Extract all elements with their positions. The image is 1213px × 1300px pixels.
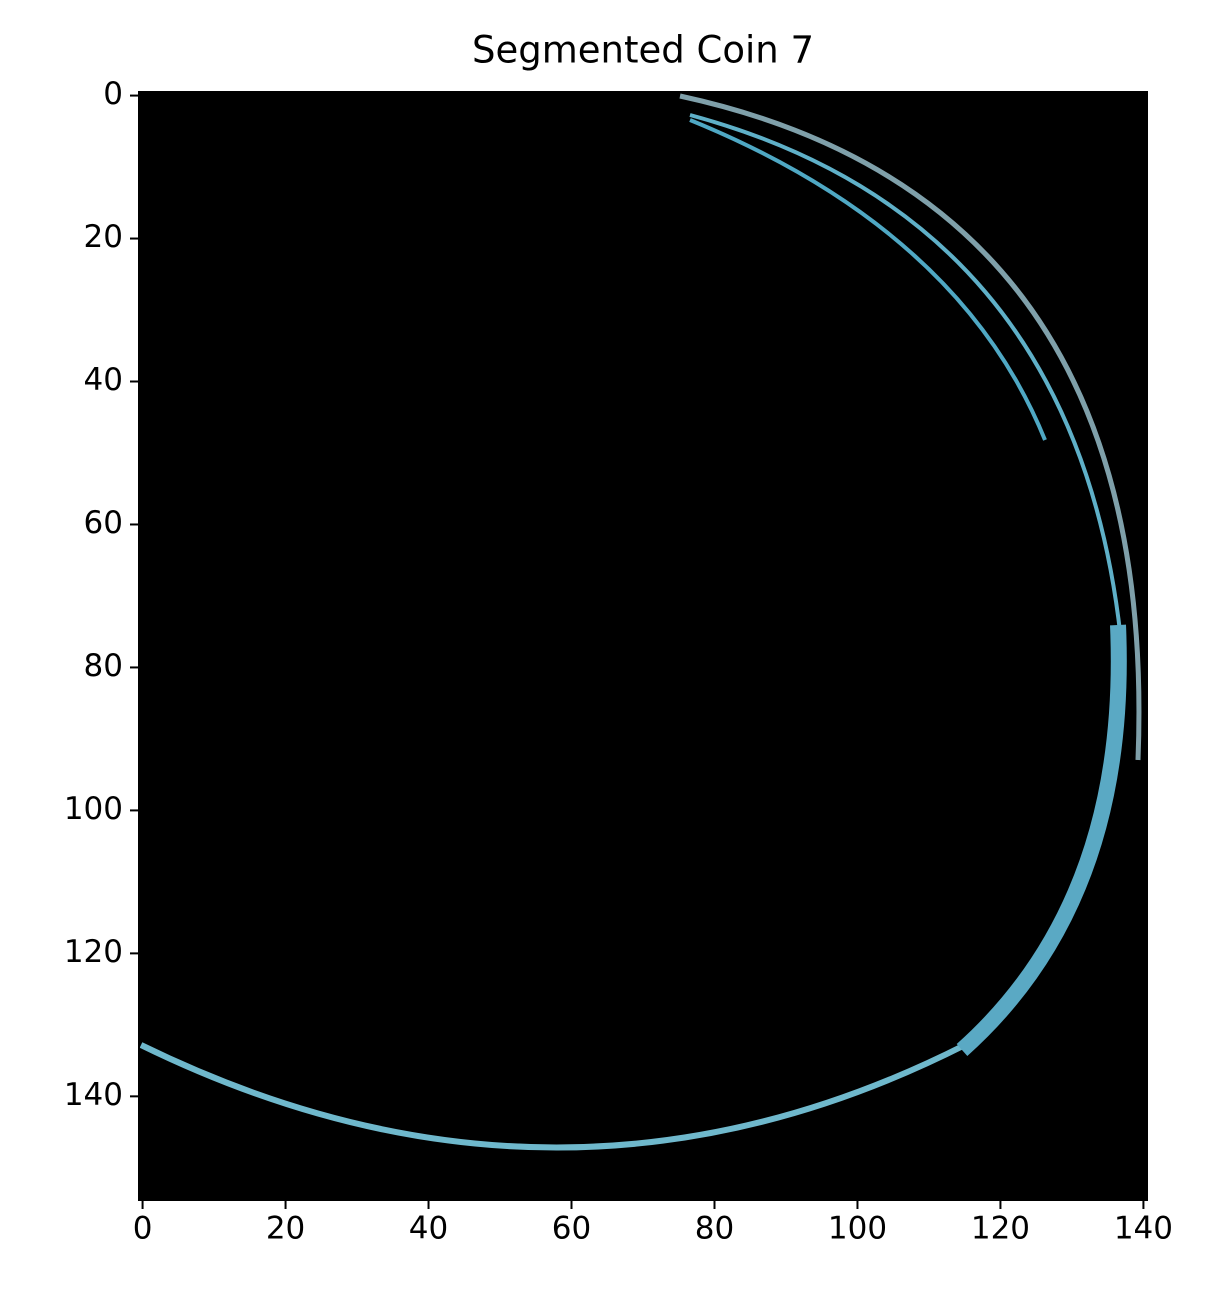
y-tick-label: 60 <box>84 505 123 541</box>
x-tick-label: 0 <box>133 1211 153 1247</box>
x-tick-label: 20 <box>266 1211 305 1247</box>
axes-frame <box>138 91 1148 1201</box>
image-area <box>139 92 1147 1200</box>
y-tick-label: 0 <box>103 76 123 112</box>
x-tick-label: 40 <box>409 1211 448 1247</box>
coin-edges <box>139 93 1142 1151</box>
x-tick-label: 60 <box>552 1211 591 1247</box>
y-tick-label: 120 <box>64 934 123 970</box>
edge-arc <box>689 113 1124 651</box>
edge-arc <box>139 1042 967 1151</box>
x-tick-label: 100 <box>828 1211 887 1247</box>
edge-arc <box>689 118 1047 441</box>
y-tick-label: 140 <box>64 1077 123 1113</box>
x-tick-label: 120 <box>971 1211 1030 1247</box>
x-tick-label: 80 <box>695 1211 734 1247</box>
chart-title: Segmented Coin 7 <box>472 29 814 72</box>
edge-arc <box>956 624 1127 1056</box>
y-tick-label: 40 <box>84 362 123 398</box>
y-tick-label: 80 <box>84 648 123 684</box>
y-tick-label: 100 <box>64 791 123 827</box>
y-tick-label: 20 <box>84 219 123 255</box>
x-tick-label: 140 <box>1114 1211 1173 1247</box>
edge-arc <box>679 93 1142 761</box>
